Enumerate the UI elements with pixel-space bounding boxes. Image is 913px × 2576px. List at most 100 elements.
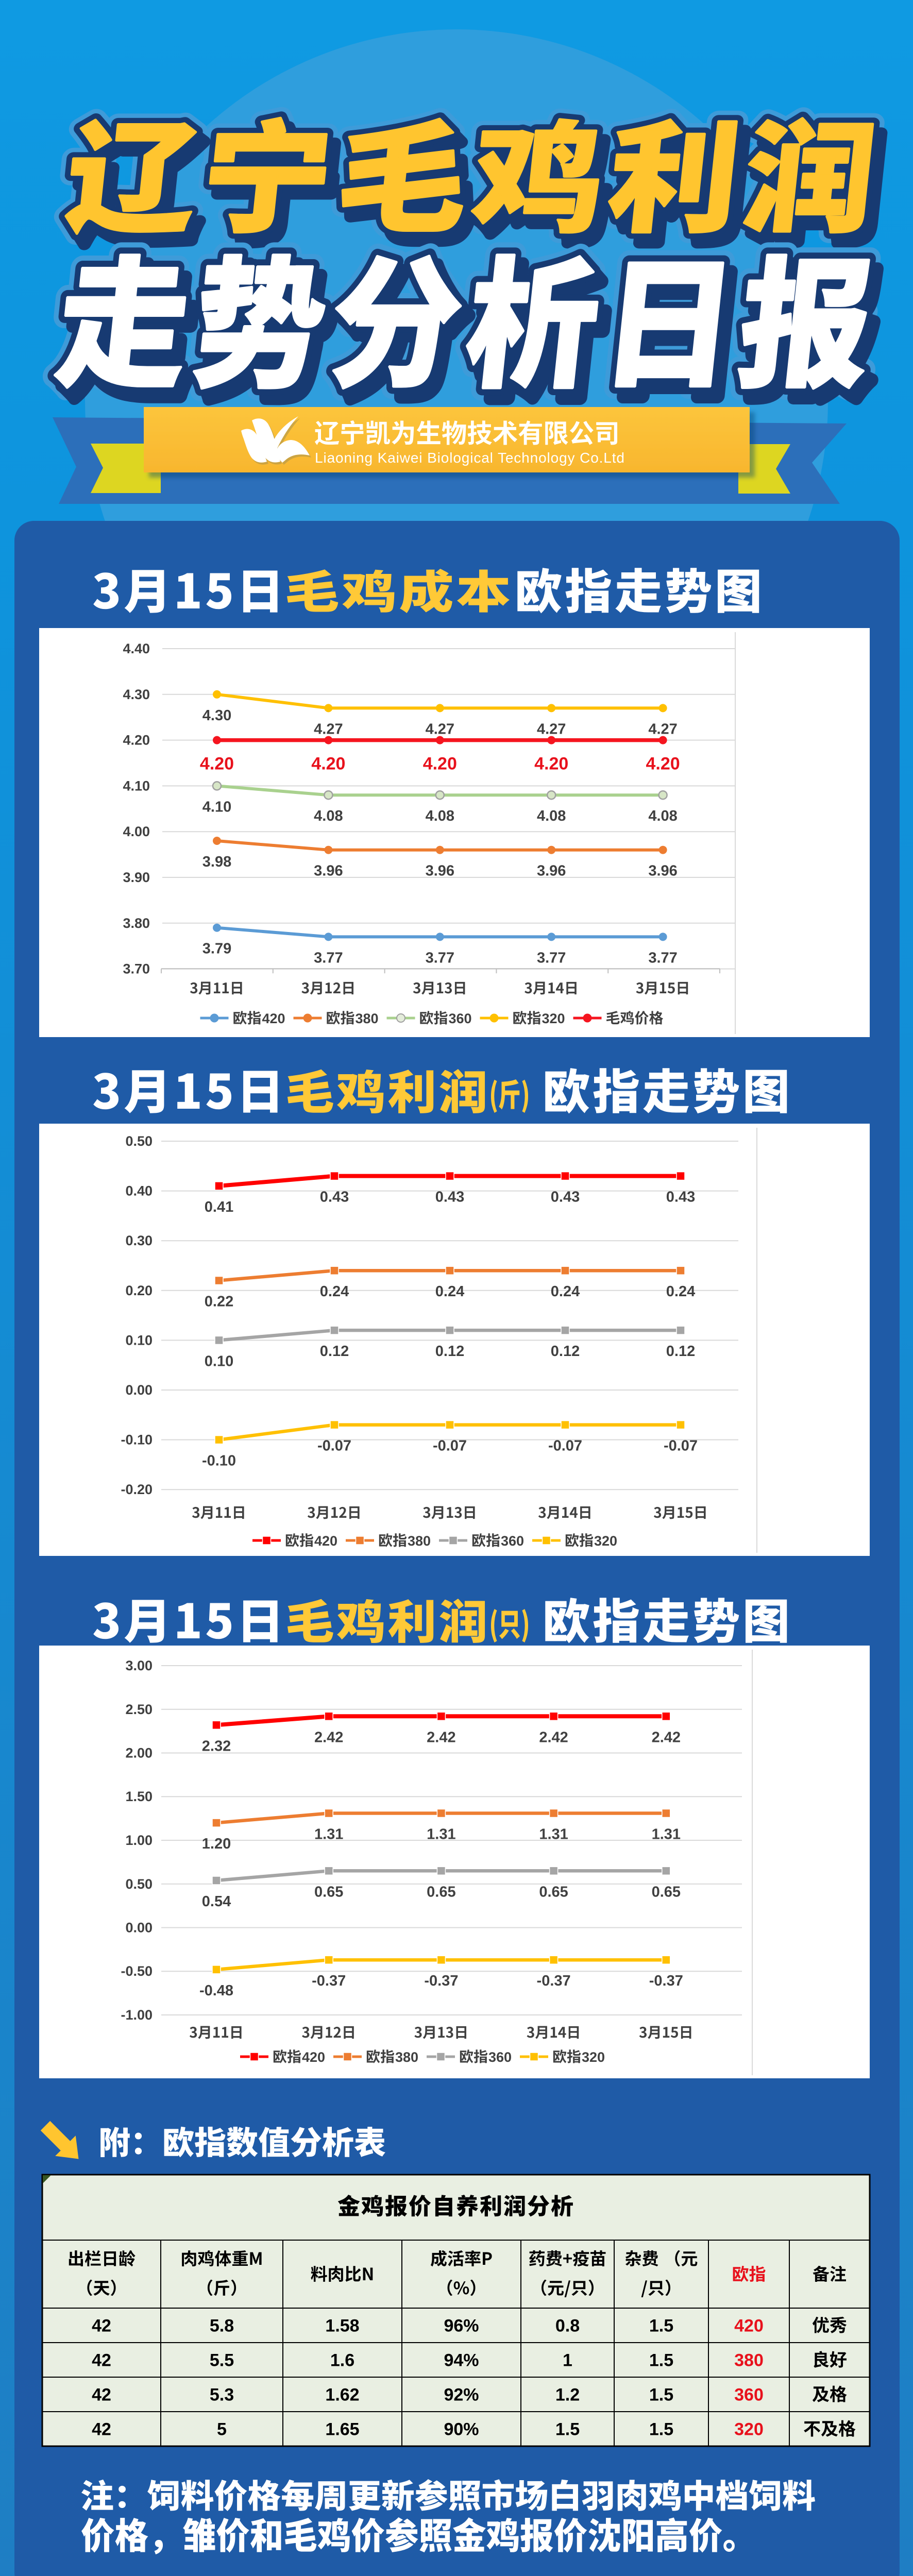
svg-text:1.58: 1.58 — [325, 2316, 359, 2336]
svg-text:-0.20: -0.20 — [121, 1482, 153, 1497]
svg-text:42: 42 — [92, 2420, 111, 2439]
svg-text:3.90: 3.90 — [123, 870, 150, 885]
svg-text:0.41: 0.41 — [205, 1199, 233, 1215]
svg-text:380: 380 — [356, 1011, 379, 1026]
svg-text:2.42: 2.42 — [314, 1729, 343, 1745]
svg-text:420: 420 — [314, 1533, 337, 1549]
svg-text:1.00: 1.00 — [125, 1833, 153, 1848]
svg-text:320: 320 — [734, 2420, 764, 2439]
svg-text:360: 360 — [501, 1533, 524, 1549]
svg-text:0.22: 0.22 — [205, 1294, 233, 1310]
svg-text:4.08: 4.08 — [314, 808, 343, 824]
svg-text:1.31: 1.31 — [539, 1826, 568, 1843]
svg-text:-0.07: -0.07 — [664, 1438, 698, 1454]
svg-text:-0.10: -0.10 — [121, 1432, 153, 1448]
svg-text:-0.10: -0.10 — [202, 1453, 236, 1469]
svg-text:320: 320 — [582, 2049, 605, 2065]
svg-text:3.00: 3.00 — [125, 1658, 153, 1673]
svg-text:360: 360 — [734, 2385, 764, 2405]
svg-text:3.96: 3.96 — [426, 863, 454, 879]
svg-text:1.31: 1.31 — [314, 1826, 343, 1843]
svg-text:4.08: 4.08 — [537, 808, 566, 824]
svg-text:3.70: 3.70 — [123, 961, 150, 977]
svg-text:Liaoning Kaiwei Biological Tec: Liaoning Kaiwei Biological Technology Co… — [315, 450, 624, 466]
svg-text:4.40: 4.40 — [123, 641, 150, 656]
svg-text:96%: 96% — [444, 2316, 479, 2336]
svg-text:0.00: 0.00 — [125, 1382, 153, 1398]
svg-text:0.50: 0.50 — [125, 1876, 153, 1892]
svg-text:94%: 94% — [444, 2351, 479, 2370]
svg-text:1.2: 1.2 — [555, 2385, 580, 2405]
svg-text:0.20: 0.20 — [125, 1283, 153, 1298]
svg-text:1.5: 1.5 — [649, 2351, 673, 2370]
svg-text:0.24: 0.24 — [666, 1283, 695, 1300]
svg-text:0.43: 0.43 — [320, 1189, 349, 1206]
svg-text:42: 42 — [92, 2316, 111, 2336]
svg-text:5.3: 5.3 — [210, 2385, 234, 2405]
svg-text:-0.07: -0.07 — [548, 1438, 582, 1454]
svg-text:1.5: 1.5 — [555, 2420, 580, 2439]
svg-text:3.96: 3.96 — [314, 863, 343, 879]
svg-text:-0.37: -0.37 — [424, 1973, 458, 1989]
svg-text:0.8: 0.8 — [555, 2316, 580, 2336]
svg-text:4.20: 4.20 — [534, 754, 568, 774]
svg-text:420: 420 — [262, 1011, 285, 1026]
svg-text:0.24: 0.24 — [551, 1283, 580, 1300]
svg-text:4.08: 4.08 — [648, 808, 677, 824]
svg-text:4.27: 4.27 — [314, 721, 343, 737]
svg-text:5.5: 5.5 — [210, 2351, 234, 2370]
svg-text:0.30: 0.30 — [125, 1233, 153, 1248]
svg-text:42: 42 — [92, 2351, 111, 2370]
svg-text:3.77: 3.77 — [648, 950, 677, 966]
svg-text:2.42: 2.42 — [652, 1729, 681, 1745]
svg-text:420: 420 — [734, 2316, 764, 2336]
svg-text:3.96: 3.96 — [648, 863, 677, 879]
svg-text:4.00: 4.00 — [123, 824, 150, 839]
svg-text:4.20: 4.20 — [311, 754, 345, 774]
svg-text:1.65: 1.65 — [325, 2420, 359, 2439]
svg-text:0.10: 0.10 — [125, 1332, 153, 1348]
svg-text:1: 1 — [563, 2351, 572, 2370]
svg-text:0.12: 0.12 — [320, 1343, 349, 1360]
svg-text:1.5: 1.5 — [649, 2316, 673, 2336]
svg-text:1.31: 1.31 — [427, 1826, 455, 1843]
svg-text:420: 420 — [302, 2049, 325, 2065]
svg-text:4.27: 4.27 — [537, 721, 566, 737]
svg-text:1.50: 1.50 — [125, 1789, 153, 1804]
svg-text:3.77: 3.77 — [426, 950, 454, 966]
svg-text:2.42: 2.42 — [427, 1729, 455, 1745]
svg-text:0.12: 0.12 — [666, 1343, 695, 1360]
svg-text:1.6: 1.6 — [330, 2351, 354, 2370]
svg-text:0.12: 0.12 — [551, 1343, 580, 1360]
svg-text:0.24: 0.24 — [320, 1283, 349, 1300]
svg-text:0.43: 0.43 — [666, 1189, 695, 1206]
svg-text:4.20: 4.20 — [423, 754, 457, 774]
svg-text:1.5: 1.5 — [649, 2420, 673, 2439]
svg-text:3.77: 3.77 — [314, 950, 343, 966]
svg-text:-1.00: -1.00 — [121, 2007, 153, 2023]
svg-text:4.10: 4.10 — [123, 778, 150, 793]
svg-text:4.20: 4.20 — [200, 754, 234, 774]
svg-text:0.65: 0.65 — [652, 1884, 681, 1900]
svg-text:2.50: 2.50 — [125, 1702, 153, 1717]
svg-text:4.10: 4.10 — [202, 799, 231, 815]
svg-text:1.20: 1.20 — [202, 1836, 231, 1852]
svg-text:0.00: 0.00 — [125, 1920, 153, 1936]
svg-text:5.8: 5.8 — [210, 2316, 234, 2336]
svg-text:0.24: 0.24 — [435, 1283, 464, 1300]
svg-text:360: 360 — [488, 2049, 512, 2065]
svg-text:-0.50: -0.50 — [121, 1963, 153, 1979]
svg-text:-0.37: -0.37 — [649, 1973, 683, 1989]
svg-text:4.30: 4.30 — [123, 687, 150, 702]
svg-text:3.77: 3.77 — [537, 950, 566, 966]
svg-text:0.12: 0.12 — [435, 1343, 464, 1360]
svg-text:0.40: 0.40 — [125, 1183, 153, 1199]
svg-text:0.65: 0.65 — [314, 1884, 343, 1900]
svg-text:4.27: 4.27 — [426, 721, 454, 737]
svg-text:320: 320 — [594, 1533, 617, 1549]
svg-text:0.65: 0.65 — [539, 1884, 568, 1900]
svg-text:42: 42 — [92, 2385, 111, 2405]
svg-text:380: 380 — [734, 2351, 764, 2370]
svg-text:5: 5 — [217, 2420, 227, 2439]
svg-text:3.79: 3.79 — [202, 941, 231, 957]
